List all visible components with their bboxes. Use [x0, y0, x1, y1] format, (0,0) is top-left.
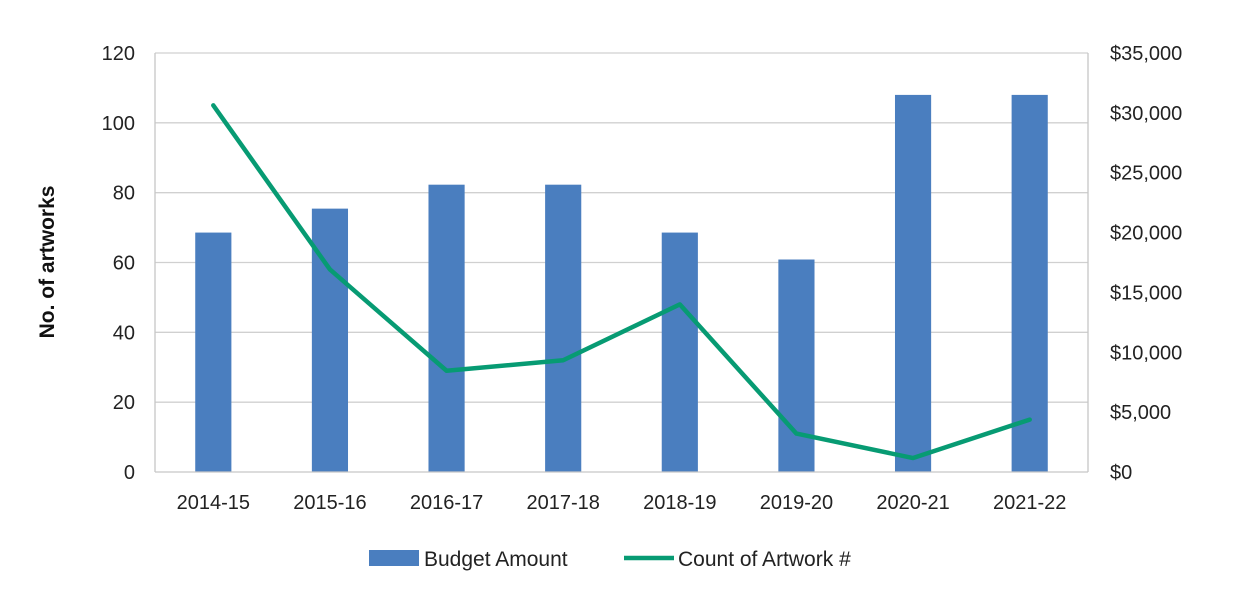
right-axis: $0 $5,000 $10,000 $15,000 $20,000 $25,000 $30,…: [1087, 43, 1182, 484]
left-tick-label-40: 40: [113, 322, 135, 344]
legend: Budget Amount Count of Artwork #: [369, 548, 851, 571]
bar-2016-17: [428, 184, 465, 472]
left-tick-label-0: 0: [124, 462, 135, 484]
right-tick-label-0: $0: [1110, 462, 1132, 484]
bar-2020-21: [894, 94, 932, 473]
left-tick-label-120: 120: [102, 43, 135, 65]
x-tick-label-2014-15: 2014-15: [177, 492, 250, 514]
bar-2018-19: [661, 232, 698, 472]
bar-2014-15: [195, 232, 232, 472]
left-tick-label-80: 80: [113, 183, 135, 205]
count-line-group: [211, 103, 1032, 461]
x-axis: 2014-15 2015-16 2016-17 2017-18 2018-19 2019-…: [155, 471, 1088, 514]
count-line: [211, 103, 1032, 461]
bar-2017-18: [545, 184, 582, 472]
legend-label-count: Count of Artwork #: [678, 548, 851, 571]
left-tick-label-20: 20: [113, 392, 135, 414]
right-tick-label-35000: $35,000: [1110, 43, 1182, 65]
x-tick-label-2019-20: 2019-20: [760, 492, 833, 514]
right-tick-label-20000: $20,000: [1110, 223, 1182, 245]
x-tick-label-2015-16: 2015-16: [293, 492, 366, 514]
gridlines: [155, 52, 1088, 403]
left-axis: 0 20 40 60 80 100 120: [102, 43, 156, 484]
bar-2021-22: [1011, 94, 1048, 473]
legend-label-budget: Budget Amount: [424, 548, 568, 571]
right-tick-label-10000: $10,000: [1110, 342, 1182, 364]
x-tick-label-2016-17: 2016-17: [410, 492, 483, 514]
y-axis-title: No. of artworks: [36, 186, 59, 339]
x-tick-label-2021-22: 2021-22: [993, 492, 1066, 514]
right-tick-label-30000: $30,000: [1110, 103, 1182, 125]
x-tick-label-2018-19: 2018-19: [643, 492, 716, 514]
budget-bars: [195, 94, 1048, 473]
legend-swatch-budget: [369, 550, 419, 566]
left-tick-label-100: 100: [102, 113, 135, 135]
right-tick-label-15000: $15,000: [1110, 282, 1182, 304]
bar-2019-20: [778, 259, 815, 472]
right-tick-label-5000: $5,000: [1110, 402, 1171, 424]
right-tick-label-25000: $25,000: [1110, 163, 1182, 185]
x-tick-label-2017-18: 2017-18: [526, 492, 599, 514]
left-tick-label-60: 60: [113, 253, 135, 275]
x-tick-label-2020-21: 2020-21: [876, 492, 949, 514]
